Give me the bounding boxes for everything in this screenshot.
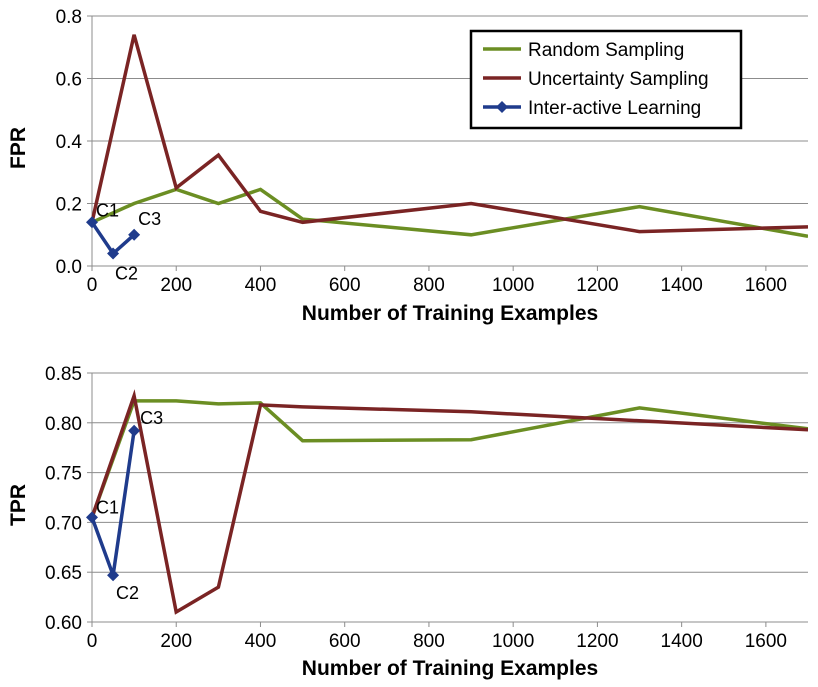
series-line-uncertainty-sampling [90,34,808,234]
series-inter-active-learning [86,216,141,260]
y-tick-label: 0.60 [45,613,82,634]
legend-label: Uncertainty Sampling [528,69,709,90]
y-tick-label: 0.85 [45,364,82,385]
legend-label: Inter-active Learning [528,98,701,119]
x-tick-label: 800 [413,631,445,652]
y-axis-title: FPR [7,127,30,169]
point-annotation-c3: C3 [138,209,161,229]
y-tick-label: 0.4 [56,132,83,153]
y-tick-label: 0.80 [45,414,82,435]
x-tick-label: 200 [160,275,192,296]
point-annotation-c2: C2 [115,264,138,284]
y-tick-label: 0.65 [45,563,82,584]
y-tick-label: 0.8 [56,7,82,28]
data-point-marker [107,569,120,582]
x-tick-label: 1600 [745,275,787,296]
legend-label: Random Sampling [528,40,684,61]
series-random-sampling [90,399,808,518]
x-tick-label: 400 [245,275,277,296]
y-tick-label: 0.2 [56,195,82,216]
x-tick-label: 400 [245,631,277,652]
y-tick-label: 0.6 [56,70,82,91]
y-tick-label: 0.70 [45,513,82,534]
legend-marker [496,101,508,113]
series-line-random-sampling [90,399,808,518]
y-axis-title: TPR [7,484,30,526]
x-tick-label: 600 [329,275,361,296]
x-tick-label: 1600 [745,631,787,652]
point-annotation-c1: C1 [96,200,119,220]
x-tick-label: 600 [329,631,361,652]
x-axis-title: Number of Training Examples [302,302,598,325]
series-line-random-sampling [91,187,808,239]
x-tick-label: 1200 [576,631,618,652]
x-tick-label: 200 [160,631,192,652]
x-tick-label: 1400 [661,275,703,296]
x-tick-label: 1400 [661,631,703,652]
series-random-sampling [91,187,808,239]
x-tick-label: 1000 [492,275,534,296]
x-tick-label: 1200 [576,275,618,296]
chart-panel-2: 0.60 0.65 0.70 0.75 0.80 0.85 0 200 400 600 800 100… [7,364,808,680]
series-uncertainty-sampling [90,34,808,234]
data-point-marker [86,511,98,524]
x-axis-title: Number of Training Examples [302,657,598,680]
point-annotation-c3: C3 [140,408,163,428]
data-point-marker [86,216,98,229]
point-annotation-c1: C1 [96,497,119,517]
series-uncertainty-sampling [90,389,808,615]
x-tick-label: 1000 [492,631,534,652]
x-tick-label: 0 [87,275,98,296]
data-point-marker [128,424,141,437]
series-line-uncertainty-sampling [90,389,808,615]
legend: Random Sampling Uncertainty Sampling Inter… [469,29,743,130]
y-tick-label: 0.0 [56,257,82,278]
x-tick-label: 0 [87,631,98,652]
chart-panel-1: 0.0 0.2 0.4 0.6 0.8 0 200 400 600 800 1000 1200 1400… [7,7,808,325]
data-point-marker [107,247,120,260]
x-tick-label: 800 [413,275,445,296]
data-point-marker [128,228,141,241]
series-inter-active-learning [86,424,141,582]
y-tick-label: 0.75 [45,464,82,485]
point-annotation-c2: C2 [116,583,139,603]
